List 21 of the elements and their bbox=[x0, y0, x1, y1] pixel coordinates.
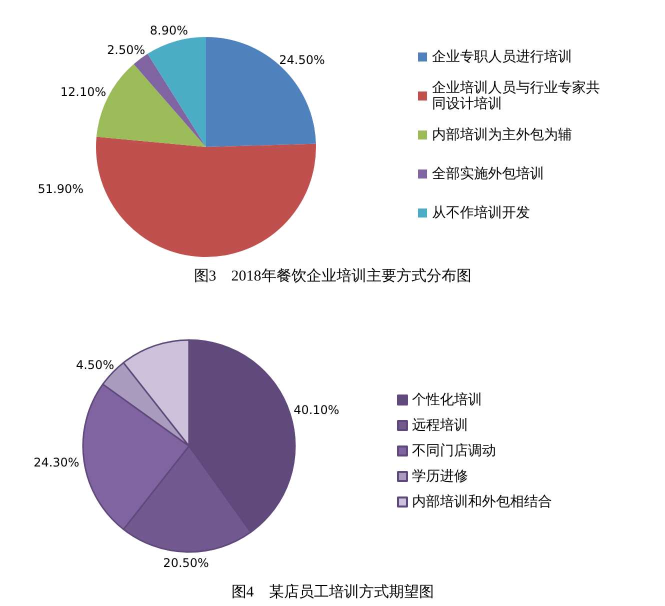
data-label: 51.90% bbox=[38, 182, 84, 196]
legend-label: 个性化培训 bbox=[412, 392, 482, 408]
data-label: 20.50% bbox=[163, 556, 209, 570]
legend-label: 学历进修 bbox=[412, 468, 468, 484]
data-label: 2.50% bbox=[107, 42, 146, 57]
legend-label: 全部实施外包培训 bbox=[432, 166, 544, 182]
legend-label: 远程培训 bbox=[412, 418, 468, 434]
text: 图3 2018年餐饮企业培训主要方式分布图 bbox=[194, 268, 472, 284]
legend-label: 从不作培训开发 bbox=[432, 205, 530, 221]
data-label: 4.50% bbox=[76, 358, 114, 372]
legend-label: 不同门店调动 bbox=[412, 443, 496, 459]
legend-label: 内部培训为主外包为辅 bbox=[432, 127, 572, 143]
data-label: 24.30% bbox=[34, 455, 80, 470]
text: 图4 某店员工培训方式期望图 bbox=[231, 584, 434, 600]
data-label: 8.90% bbox=[150, 24, 188, 38]
data-label: 40.10% bbox=[294, 403, 340, 418]
legend-label: 企业专职人员进行培训 bbox=[432, 49, 572, 65]
legend-label: 企业培训人员与行业专家共同设计培训 bbox=[432, 80, 600, 112]
data-label: 12.10% bbox=[60, 84, 106, 99]
legend-label: 内部培训和外包相结合 bbox=[412, 494, 552, 510]
data-label: 24.50% bbox=[279, 53, 325, 68]
